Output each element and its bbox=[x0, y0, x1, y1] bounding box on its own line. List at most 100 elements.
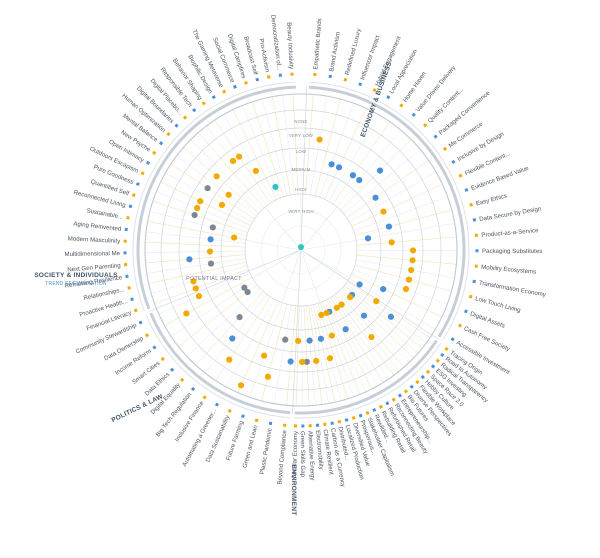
trend-label-text: Beauty Inclusivity bbox=[285, 22, 294, 70]
trend-label-text: Future Farming bbox=[225, 420, 245, 462]
trend-dot[interactable] bbox=[194, 204, 201, 212]
trend-dot[interactable] bbox=[409, 247, 417, 254]
center-dot bbox=[298, 244, 304, 250]
trend-dot[interactable] bbox=[226, 356, 233, 363]
trend-spoke bbox=[178, 284, 258, 347]
trend-spoke bbox=[312, 304, 336, 403]
trend-dot[interactable] bbox=[333, 304, 340, 311]
trend-dot[interactable] bbox=[313, 357, 320, 365]
trend-dot[interactable] bbox=[335, 164, 343, 171]
trend-dot[interactable] bbox=[326, 355, 334, 362]
trend-spoke bbox=[332, 121, 391, 205]
trend-tick bbox=[391, 397, 396, 402]
trend-spoke bbox=[286, 305, 297, 406]
trend-dot[interactable] bbox=[204, 185, 211, 192]
trend-dot[interactable] bbox=[192, 285, 199, 292]
trend-spoke bbox=[328, 114, 379, 202]
trend-dot[interactable] bbox=[380, 285, 387, 293]
trend-dot[interactable] bbox=[306, 337, 313, 344]
trend-spoke bbox=[345, 283, 427, 344]
trend-dot[interactable] bbox=[195, 293, 203, 300]
trend-dot[interactable] bbox=[356, 281, 363, 288]
trend-dot[interactable] bbox=[372, 194, 379, 201]
trend-dot[interactable] bbox=[295, 337, 302, 345]
trend-dot[interactable] bbox=[364, 235, 372, 242]
trend-spoke bbox=[308, 305, 323, 405]
trend-spoke bbox=[226, 299, 275, 388]
trend-spoke bbox=[295, 305, 300, 406]
trend-dot[interactable] bbox=[346, 293, 354, 301]
trend-dot[interactable] bbox=[376, 167, 384, 174]
trend-spoke bbox=[349, 171, 437, 223]
trend-dot[interactable] bbox=[342, 326, 349, 333]
trend-tick bbox=[474, 264, 478, 268]
trend-dot[interactable] bbox=[316, 136, 323, 143]
trend-dot[interactable] bbox=[368, 333, 375, 341]
trend-dot[interactable] bbox=[206, 248, 214, 255]
trend-tick bbox=[266, 75, 271, 79]
trend-dot[interactable] bbox=[408, 266, 415, 274]
trend-dot[interactable] bbox=[197, 198, 204, 205]
sector-band-outer bbox=[309, 81, 470, 340]
trend-dot[interactable] bbox=[236, 314, 243, 321]
trend-dot[interactable] bbox=[380, 208, 387, 215]
trend-dot[interactable] bbox=[229, 335, 236, 342]
trend-dot[interactable] bbox=[373, 298, 380, 305]
trend-spoke bbox=[148, 261, 247, 284]
trend-dot[interactable] bbox=[218, 201, 226, 209]
trend-tick bbox=[450, 337, 455, 342]
trend-spoke bbox=[343, 149, 421, 215]
trend-dot[interactable] bbox=[236, 153, 243, 160]
trend-dot[interactable] bbox=[229, 157, 237, 165]
trend-dot[interactable] bbox=[402, 285, 410, 293]
trend-dot[interactable] bbox=[183, 310, 190, 317]
trend-dot[interactable] bbox=[231, 234, 238, 241]
trend-dot[interactable] bbox=[272, 183, 279, 191]
trend-dot[interactable] bbox=[385, 223, 393, 230]
inner-spoke bbox=[300, 249, 350, 279]
trend-dot[interactable] bbox=[409, 257, 416, 264]
trend-spoke bbox=[149, 211, 247, 237]
trend-dot[interactable] bbox=[317, 335, 324, 342]
trend-dot[interactable] bbox=[318, 311, 325, 318]
trend-dot[interactable] bbox=[356, 177, 363, 184]
trend-dot[interactable] bbox=[323, 309, 330, 317]
trend-dot[interactable] bbox=[186, 256, 193, 263]
trend-spoke bbox=[356, 254, 457, 265]
trend-dot[interactable] bbox=[225, 191, 232, 198]
trend-dot[interactable] bbox=[299, 358, 306, 366]
trend-dot[interactable] bbox=[349, 172, 356, 179]
trend-dot[interactable] bbox=[252, 167, 259, 175]
trend-dot[interactable] bbox=[209, 224, 216, 231]
trend-dot[interactable] bbox=[388, 239, 395, 246]
trend-dot[interactable] bbox=[338, 301, 345, 308]
trend-dot[interactable] bbox=[191, 211, 198, 219]
impact-ring bbox=[144, 93, 458, 407]
trend-dot[interactable] bbox=[244, 289, 251, 296]
trend-dot[interactable] bbox=[260, 352, 268, 359]
trend-dot[interactable] bbox=[405, 276, 413, 283]
trend-dot[interactable] bbox=[241, 284, 248, 291]
trend-tick bbox=[166, 132, 171, 137]
trend-tick bbox=[192, 108, 197, 113]
trend-spoke bbox=[341, 288, 414, 359]
trend-dot[interactable] bbox=[287, 358, 294, 365]
sector-divider bbox=[300, 249, 439, 340]
trend-tick bbox=[180, 377, 185, 382]
trend-dot[interactable] bbox=[360, 312, 368, 319]
trend-tick bbox=[344, 418, 349, 422]
trend-spoke bbox=[330, 297, 384, 383]
trend-dot[interactable] bbox=[264, 373, 272, 380]
trend-dot[interactable] bbox=[207, 236, 214, 243]
trend-dot[interactable] bbox=[328, 332, 335, 339]
trend-dot[interactable] bbox=[328, 161, 335, 168]
trend-dot[interactable] bbox=[387, 313, 395, 320]
trend-spoke bbox=[301, 305, 303, 406]
trend-dot[interactable] bbox=[282, 336, 289, 343]
trend-tick bbox=[403, 389, 409, 394]
trend-dot[interactable] bbox=[213, 173, 220, 180]
trend-dot[interactable] bbox=[237, 382, 245, 389]
trend-dot[interactable] bbox=[207, 260, 215, 267]
trend-dot[interactable] bbox=[190, 278, 197, 285]
trend-dot[interactable] bbox=[303, 358, 310, 365]
